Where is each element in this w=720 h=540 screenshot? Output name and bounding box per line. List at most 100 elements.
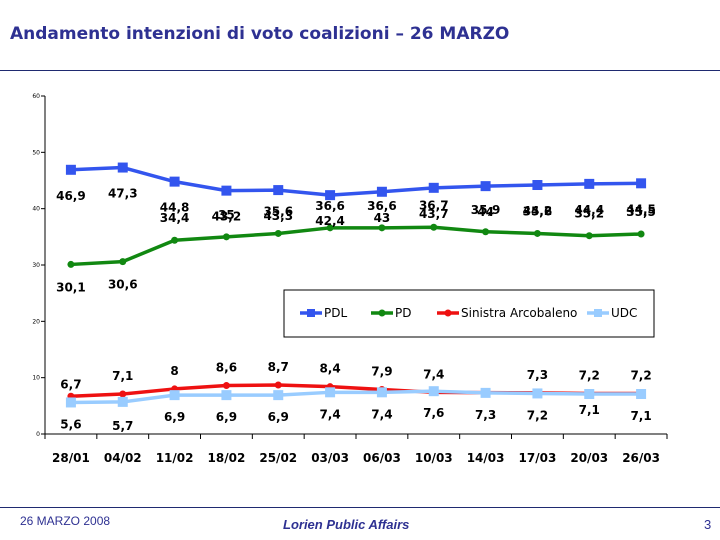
y-tick-label: 30 xyxy=(32,262,40,269)
data-point xyxy=(482,228,490,236)
data-point xyxy=(428,386,439,397)
data-label: 7,4 xyxy=(371,407,392,421)
y-tick-label: 10 xyxy=(32,375,40,382)
data-label: 6,9 xyxy=(268,410,289,424)
data-label: 43,2 xyxy=(212,210,242,224)
data-point xyxy=(376,387,387,398)
data-point xyxy=(533,229,541,237)
data-label: 36,6 xyxy=(367,199,397,213)
data-label: 35,6 xyxy=(263,204,293,218)
data-label: 36,7 xyxy=(419,198,449,212)
data-label: 8,7 xyxy=(268,360,289,374)
y-tick-label: 20 xyxy=(32,318,40,325)
data-label: 36,6 xyxy=(315,199,345,213)
data-point xyxy=(636,178,647,189)
data-label: 44,2 xyxy=(523,204,553,218)
data-point xyxy=(65,164,76,175)
data-label: 5,7 xyxy=(112,419,133,433)
data-label: 7,1 xyxy=(112,369,133,383)
data-label: 7,9 xyxy=(371,364,392,378)
chart-plot-area: 46,9 47,3 44,8 43,2 43,3 42,4 43 43,7 44 44,2 44,4… xyxy=(56,162,656,433)
data-label: 8,4 xyxy=(319,362,340,376)
data-point xyxy=(117,162,128,173)
data-point xyxy=(171,236,179,244)
data-label: 44,8 xyxy=(160,201,190,215)
page-number: 3 xyxy=(704,517,712,532)
data-label: 5,6 xyxy=(60,417,81,431)
data-point xyxy=(117,396,128,407)
y-tick-label: 60 xyxy=(32,93,40,100)
data-point xyxy=(430,223,438,231)
data-label: 34,4 xyxy=(160,211,190,225)
data-label: 47,3 xyxy=(108,187,138,201)
legend-label: Sinistra Arcobaleno xyxy=(461,306,577,320)
legend-label: PD xyxy=(395,306,411,320)
chart-axes: 0 10 20 30 40 50 60 28/01 04/02 11/02 18/02 25/02 03… xyxy=(32,93,668,465)
data-label: 44,4 xyxy=(574,203,604,217)
legend-marker xyxy=(307,309,315,317)
x-tick-label: 06/03 xyxy=(363,451,401,465)
x-tick-label: 10/03 xyxy=(415,451,453,465)
chart-legend: PDL PD Sinistra Arcobaleno UDC xyxy=(283,289,655,338)
data-label: 43 xyxy=(374,211,391,225)
legend-marker xyxy=(594,309,602,317)
x-tick-label: 20/03 xyxy=(570,451,608,465)
data-label: 44,5 xyxy=(626,202,656,216)
y-tick-label: 40 xyxy=(32,206,40,213)
data-label: 7,4 xyxy=(319,407,340,421)
data-point xyxy=(376,186,387,197)
header-divider xyxy=(0,70,720,71)
y-tick-label: 0 xyxy=(36,431,40,438)
data-point xyxy=(274,381,282,389)
data-point xyxy=(428,182,439,193)
data-point xyxy=(480,387,491,398)
data-label: 7,2 xyxy=(630,368,651,382)
data-label: 6,9 xyxy=(216,410,237,424)
legend-label: UDC xyxy=(611,306,637,320)
page-title: Andamento intenzioni di voto coalizioni … xyxy=(10,24,510,44)
legend-label: PDL xyxy=(324,306,347,320)
footer-brand: Lorien Public Affairs xyxy=(283,517,410,532)
data-point xyxy=(378,224,386,232)
y-tick-label: 50 xyxy=(32,149,40,156)
data-label: 43,7 xyxy=(419,207,449,221)
data-point xyxy=(221,390,232,401)
data-label: 44 xyxy=(477,205,494,219)
data-point xyxy=(169,176,180,187)
data-label: 7,2 xyxy=(527,408,548,422)
data-point xyxy=(222,382,230,390)
data-label: 7,3 xyxy=(527,368,548,382)
data-label: 35,9 xyxy=(471,203,501,217)
footer-divider xyxy=(0,507,720,508)
data-label: 35,2 xyxy=(574,207,604,221)
x-tick-label: 03/03 xyxy=(311,451,349,465)
data-label: 30,6 xyxy=(108,278,138,292)
data-point xyxy=(169,390,180,401)
data-label: 35,5 xyxy=(626,205,656,219)
x-tick-label: 28/01 xyxy=(52,451,90,465)
data-label: 7,1 xyxy=(579,403,600,417)
data-point xyxy=(273,185,284,196)
data-point xyxy=(585,232,593,240)
x-tick-label: 04/02 xyxy=(104,451,142,465)
data-point xyxy=(637,230,645,238)
x-tick-label: 14/03 xyxy=(467,451,505,465)
data-point xyxy=(222,233,230,241)
data-point xyxy=(119,258,127,266)
data-point xyxy=(584,389,595,400)
data-point xyxy=(273,390,284,401)
data-label: 6,7 xyxy=(60,377,81,391)
data-label: 7,2 xyxy=(579,368,600,382)
data-point xyxy=(274,229,282,237)
data-label: 46,9 xyxy=(56,189,86,203)
data-label: 7,1 xyxy=(630,409,651,423)
footer-date: 26 MARZO 2008 xyxy=(20,514,111,528)
x-tick-label: 17/03 xyxy=(519,451,557,465)
data-point xyxy=(67,260,75,268)
data-label: 7,6 xyxy=(423,406,444,420)
data-label: 8,6 xyxy=(216,361,237,375)
data-point xyxy=(532,180,543,191)
data-point xyxy=(636,389,647,400)
data-label: 35,6 xyxy=(523,204,553,218)
data-label: 8 xyxy=(170,364,178,378)
